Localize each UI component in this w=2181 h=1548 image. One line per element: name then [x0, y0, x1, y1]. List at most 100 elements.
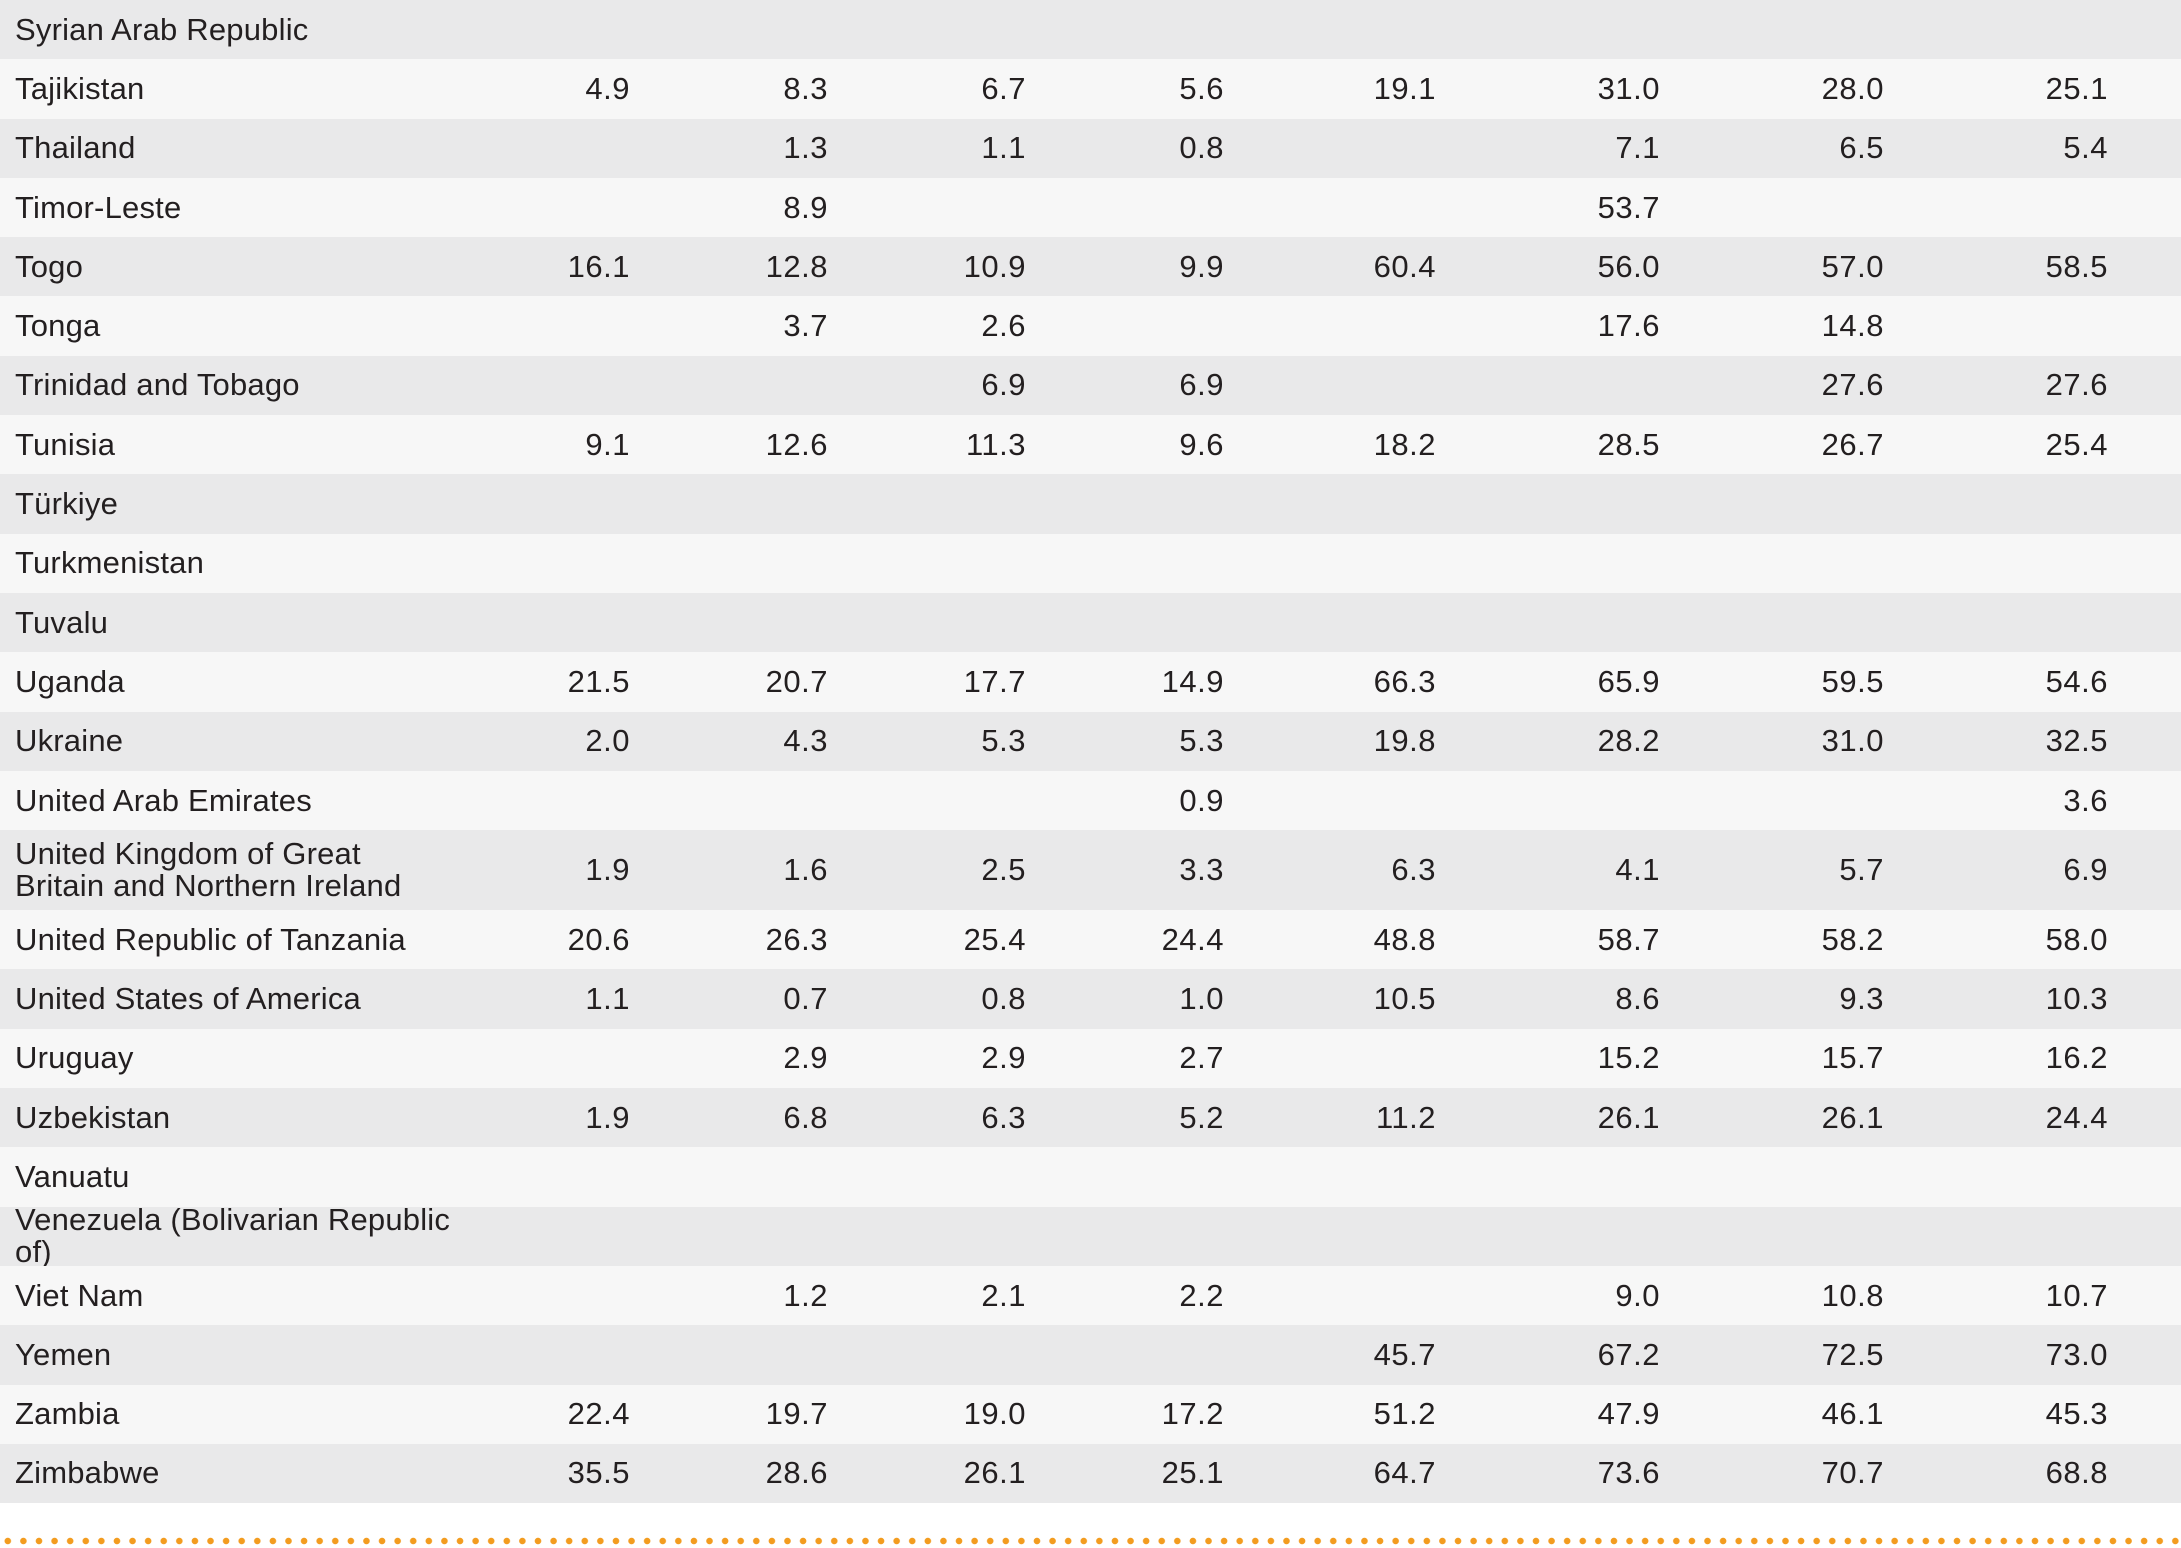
country-name-cell: United Arab Emirates: [15, 782, 312, 818]
value-cell: 26.3: [765, 921, 828, 957]
value-cell: 26.1: [1821, 1099, 1884, 1135]
value-cell: 65.9: [1597, 663, 1660, 699]
value-cell: 4.9: [585, 70, 630, 106]
value-cell: 45.3: [2045, 1396, 2108, 1432]
table-row: Vanuatu: [0, 1147, 2181, 1207]
value-cell: [860, 178, 1026, 237]
value-cell: 72.5: [1821, 1336, 1884, 1372]
value-cell: [1480, 1207, 1660, 1266]
value-cell: 3.3: [1179, 852, 1224, 888]
country-name-cell: Zambia: [15, 1396, 120, 1432]
value-cell: 3.6: [2063, 782, 2108, 818]
country-name-cell: Türkiye: [15, 486, 119, 522]
value-cell: [1060, 178, 1224, 237]
value-cell: [660, 771, 828, 830]
value-cell: [860, 771, 1026, 830]
value-cell: 2.2: [1179, 1277, 1224, 1313]
value-cell: 17.7: [963, 663, 1026, 699]
value-cell: 10.3: [2045, 981, 2108, 1017]
value-cell: [1060, 534, 1224, 593]
value-cell: 68.8: [2045, 1455, 2108, 1491]
value-cell: [460, 1207, 630, 1266]
value-cell: [1260, 0, 1436, 59]
value-cell: 48.8: [1373, 921, 1436, 957]
value-cell: 58.7: [1597, 921, 1660, 957]
table-row: Timor-Leste 8.9 53.7: [0, 177, 2181, 238]
value-cell: [1930, 1207, 2108, 1266]
value-cell: 26.7: [1821, 426, 1884, 462]
value-cell: [1480, 474, 1660, 533]
country-name-cell: Vanuatu: [15, 1158, 130, 1194]
value-cell: [460, 0, 630, 59]
value-cell: 2.7: [1179, 1040, 1224, 1076]
value-cell: 17.6: [1597, 308, 1660, 344]
table-row: Thailand 1.3 1.1 0.8 7.1 6.5 5.4: [0, 118, 2181, 178]
value-cell: 8.9: [783, 189, 828, 225]
value-cell: 31.0: [1821, 723, 1884, 759]
value-cell: [860, 534, 1026, 593]
value-cell: 45.7: [1373, 1336, 1436, 1372]
value-cell: [660, 1325, 828, 1384]
value-cell: [460, 1147, 630, 1206]
value-cell: 46.1: [1821, 1396, 1884, 1432]
value-cell: [1700, 474, 1884, 533]
value-cell: 11.3: [965, 426, 1026, 462]
country-name-cell: Viet Nam: [15, 1277, 144, 1313]
value-cell: 28.0: [1821, 70, 1884, 106]
value-cell: 9.6: [1179, 426, 1224, 462]
value-cell: 10.9: [963, 248, 1026, 284]
table-row: United Arab Emirates 0.9 3.6: [0, 770, 2181, 831]
value-cell: 28.6: [765, 1455, 828, 1491]
value-cell: [1060, 1207, 1224, 1266]
value-cell: 25.4: [963, 921, 1026, 957]
value-cell: 6.9: [2063, 852, 2108, 888]
value-cell: [1930, 474, 2108, 533]
value-cell: [1260, 296, 1436, 355]
value-cell: 47.9: [1597, 1396, 1660, 1432]
value-cell: 0.8: [981, 981, 1026, 1017]
value-cell: 16.2: [2045, 1040, 2108, 1076]
value-cell: [1060, 1325, 1224, 1384]
value-cell: 31.0: [1597, 70, 1660, 106]
value-cell: 7.1: [1615, 130, 1660, 166]
value-cell: [1930, 0, 2108, 59]
value-cell: 15.7: [1821, 1040, 1884, 1076]
value-cell: [1060, 296, 1224, 355]
value-cell: 35.5: [567, 1455, 630, 1491]
value-cell: 24.4: [2045, 1099, 2108, 1135]
value-cell: 26.1: [1597, 1099, 1660, 1135]
value-cell: 10.7: [2045, 1277, 2108, 1313]
value-cell: [1700, 534, 1884, 593]
value-cell: 19.7: [765, 1396, 828, 1432]
value-cell: 9.1: [585, 426, 630, 462]
value-cell: [460, 1325, 630, 1384]
value-cell: [660, 474, 828, 533]
value-cell: 14.9: [1161, 663, 1224, 699]
value-cell: 19.8: [1373, 723, 1436, 759]
value-cell: [1700, 1207, 1884, 1266]
value-cell: [460, 474, 630, 533]
value-cell: 6.9: [1179, 367, 1224, 403]
value-cell: 24.4: [1161, 921, 1224, 957]
value-cell: [1260, 178, 1436, 237]
value-cell: 25.1: [1161, 1455, 1224, 1491]
value-cell: 8.6: [1615, 981, 1660, 1017]
value-cell: [1700, 1147, 1884, 1206]
table-row: Türkiye: [0, 474, 2181, 534]
value-cell: 20.6: [567, 921, 630, 957]
value-cell: 64.7: [1373, 1455, 1436, 1491]
value-cell: [1260, 1266, 1436, 1325]
value-cell: 27.6: [2045, 367, 2108, 403]
table-row: Syrian Arab Republic: [0, 0, 2181, 60]
value-cell: [660, 356, 828, 415]
table-row: Uruguay 2.9 2.9 2.7 15.2 15.7 16.2: [0, 1028, 2181, 1089]
country-name-cell: Uganda: [15, 663, 125, 699]
value-cell: [1700, 178, 1884, 237]
value-cell: 70.7: [1821, 1455, 1884, 1491]
value-cell: 2.6: [981, 308, 1026, 344]
value-cell: [860, 474, 1026, 533]
table-row: United Kingdom of Great Britain and Nort…: [0, 830, 2181, 911]
dotted-divider: [0, 1537, 2181, 1545]
value-cell: 10.5: [1373, 981, 1436, 1017]
table-row: United States of America 1.1 0.7 0.8 1.0 10.5…: [0, 969, 2181, 1029]
